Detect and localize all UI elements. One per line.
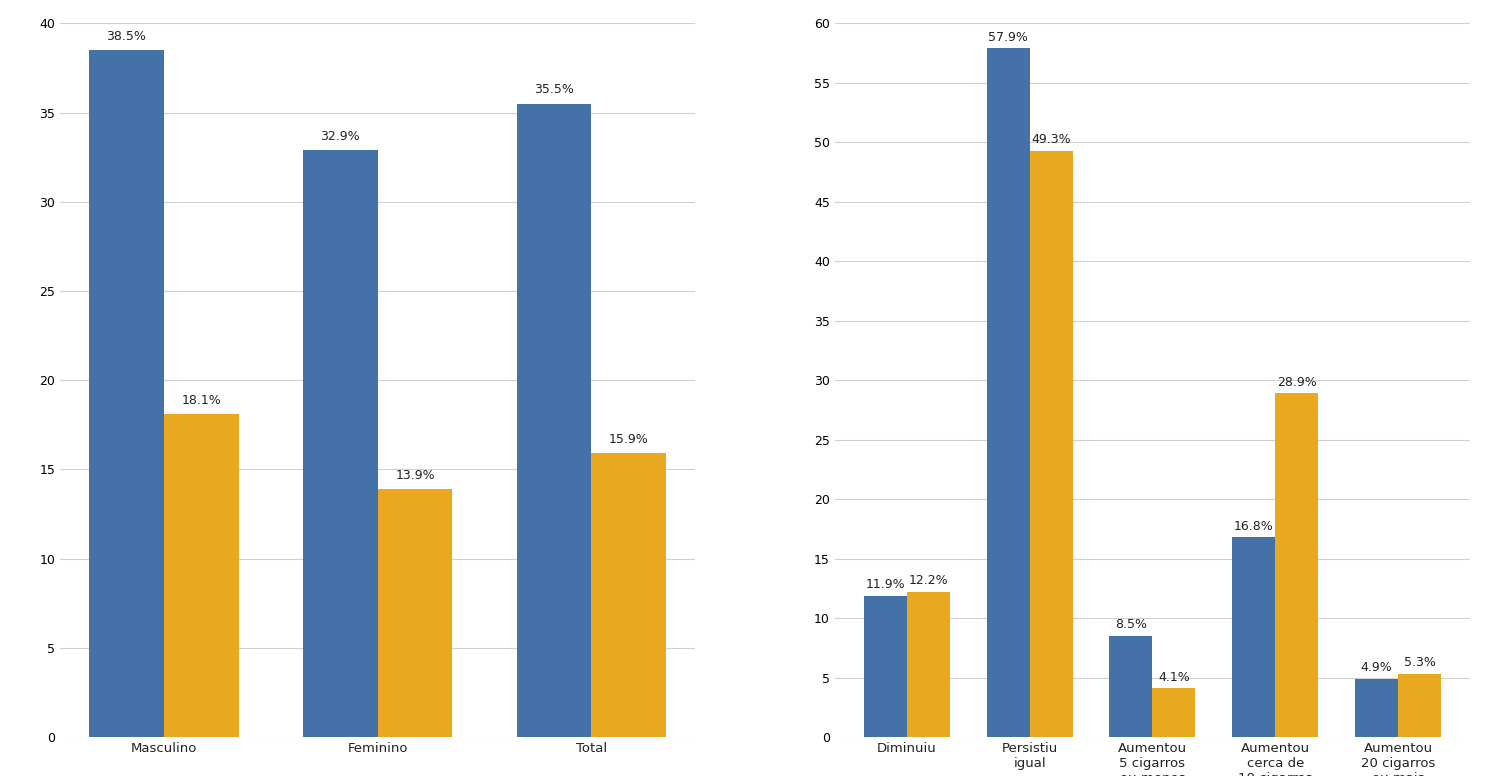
- Text: 35.5%: 35.5%: [534, 84, 574, 96]
- Bar: [591, 453, 666, 737]
- Bar: [864, 596, 906, 737]
- Text: 49.3%: 49.3%: [1032, 133, 1071, 146]
- Text: 11.9%: 11.9%: [865, 578, 904, 591]
- Text: 16.8%: 16.8%: [1234, 520, 1274, 532]
- Text: 4.1%: 4.1%: [1158, 670, 1190, 684]
- Bar: [1354, 679, 1398, 737]
- Bar: [378, 489, 453, 737]
- Text: 8.5%: 8.5%: [1114, 618, 1148, 632]
- Bar: [303, 150, 378, 737]
- Bar: [1110, 636, 1152, 737]
- Bar: [987, 48, 1029, 737]
- Text: 12.2%: 12.2%: [909, 574, 948, 587]
- Text: 57.9%: 57.9%: [988, 30, 1028, 43]
- Bar: [164, 414, 238, 737]
- Bar: [516, 104, 591, 737]
- Text: 5.3%: 5.3%: [1404, 656, 1435, 670]
- Text: 13.9%: 13.9%: [394, 469, 435, 482]
- Bar: [1029, 151, 1072, 737]
- Bar: [1152, 688, 1196, 737]
- Text: 15.9%: 15.9%: [609, 433, 648, 446]
- Text: 38.5%: 38.5%: [106, 30, 146, 43]
- Text: 4.9%: 4.9%: [1360, 661, 1392, 674]
- Bar: [1275, 393, 1318, 737]
- Text: 28.9%: 28.9%: [1276, 376, 1317, 389]
- Bar: [906, 592, 950, 737]
- Text: 18.1%: 18.1%: [182, 394, 220, 407]
- Bar: [1233, 537, 1275, 737]
- Bar: [88, 50, 164, 737]
- Text: 32.9%: 32.9%: [321, 130, 360, 143]
- Bar: [1398, 674, 1441, 737]
